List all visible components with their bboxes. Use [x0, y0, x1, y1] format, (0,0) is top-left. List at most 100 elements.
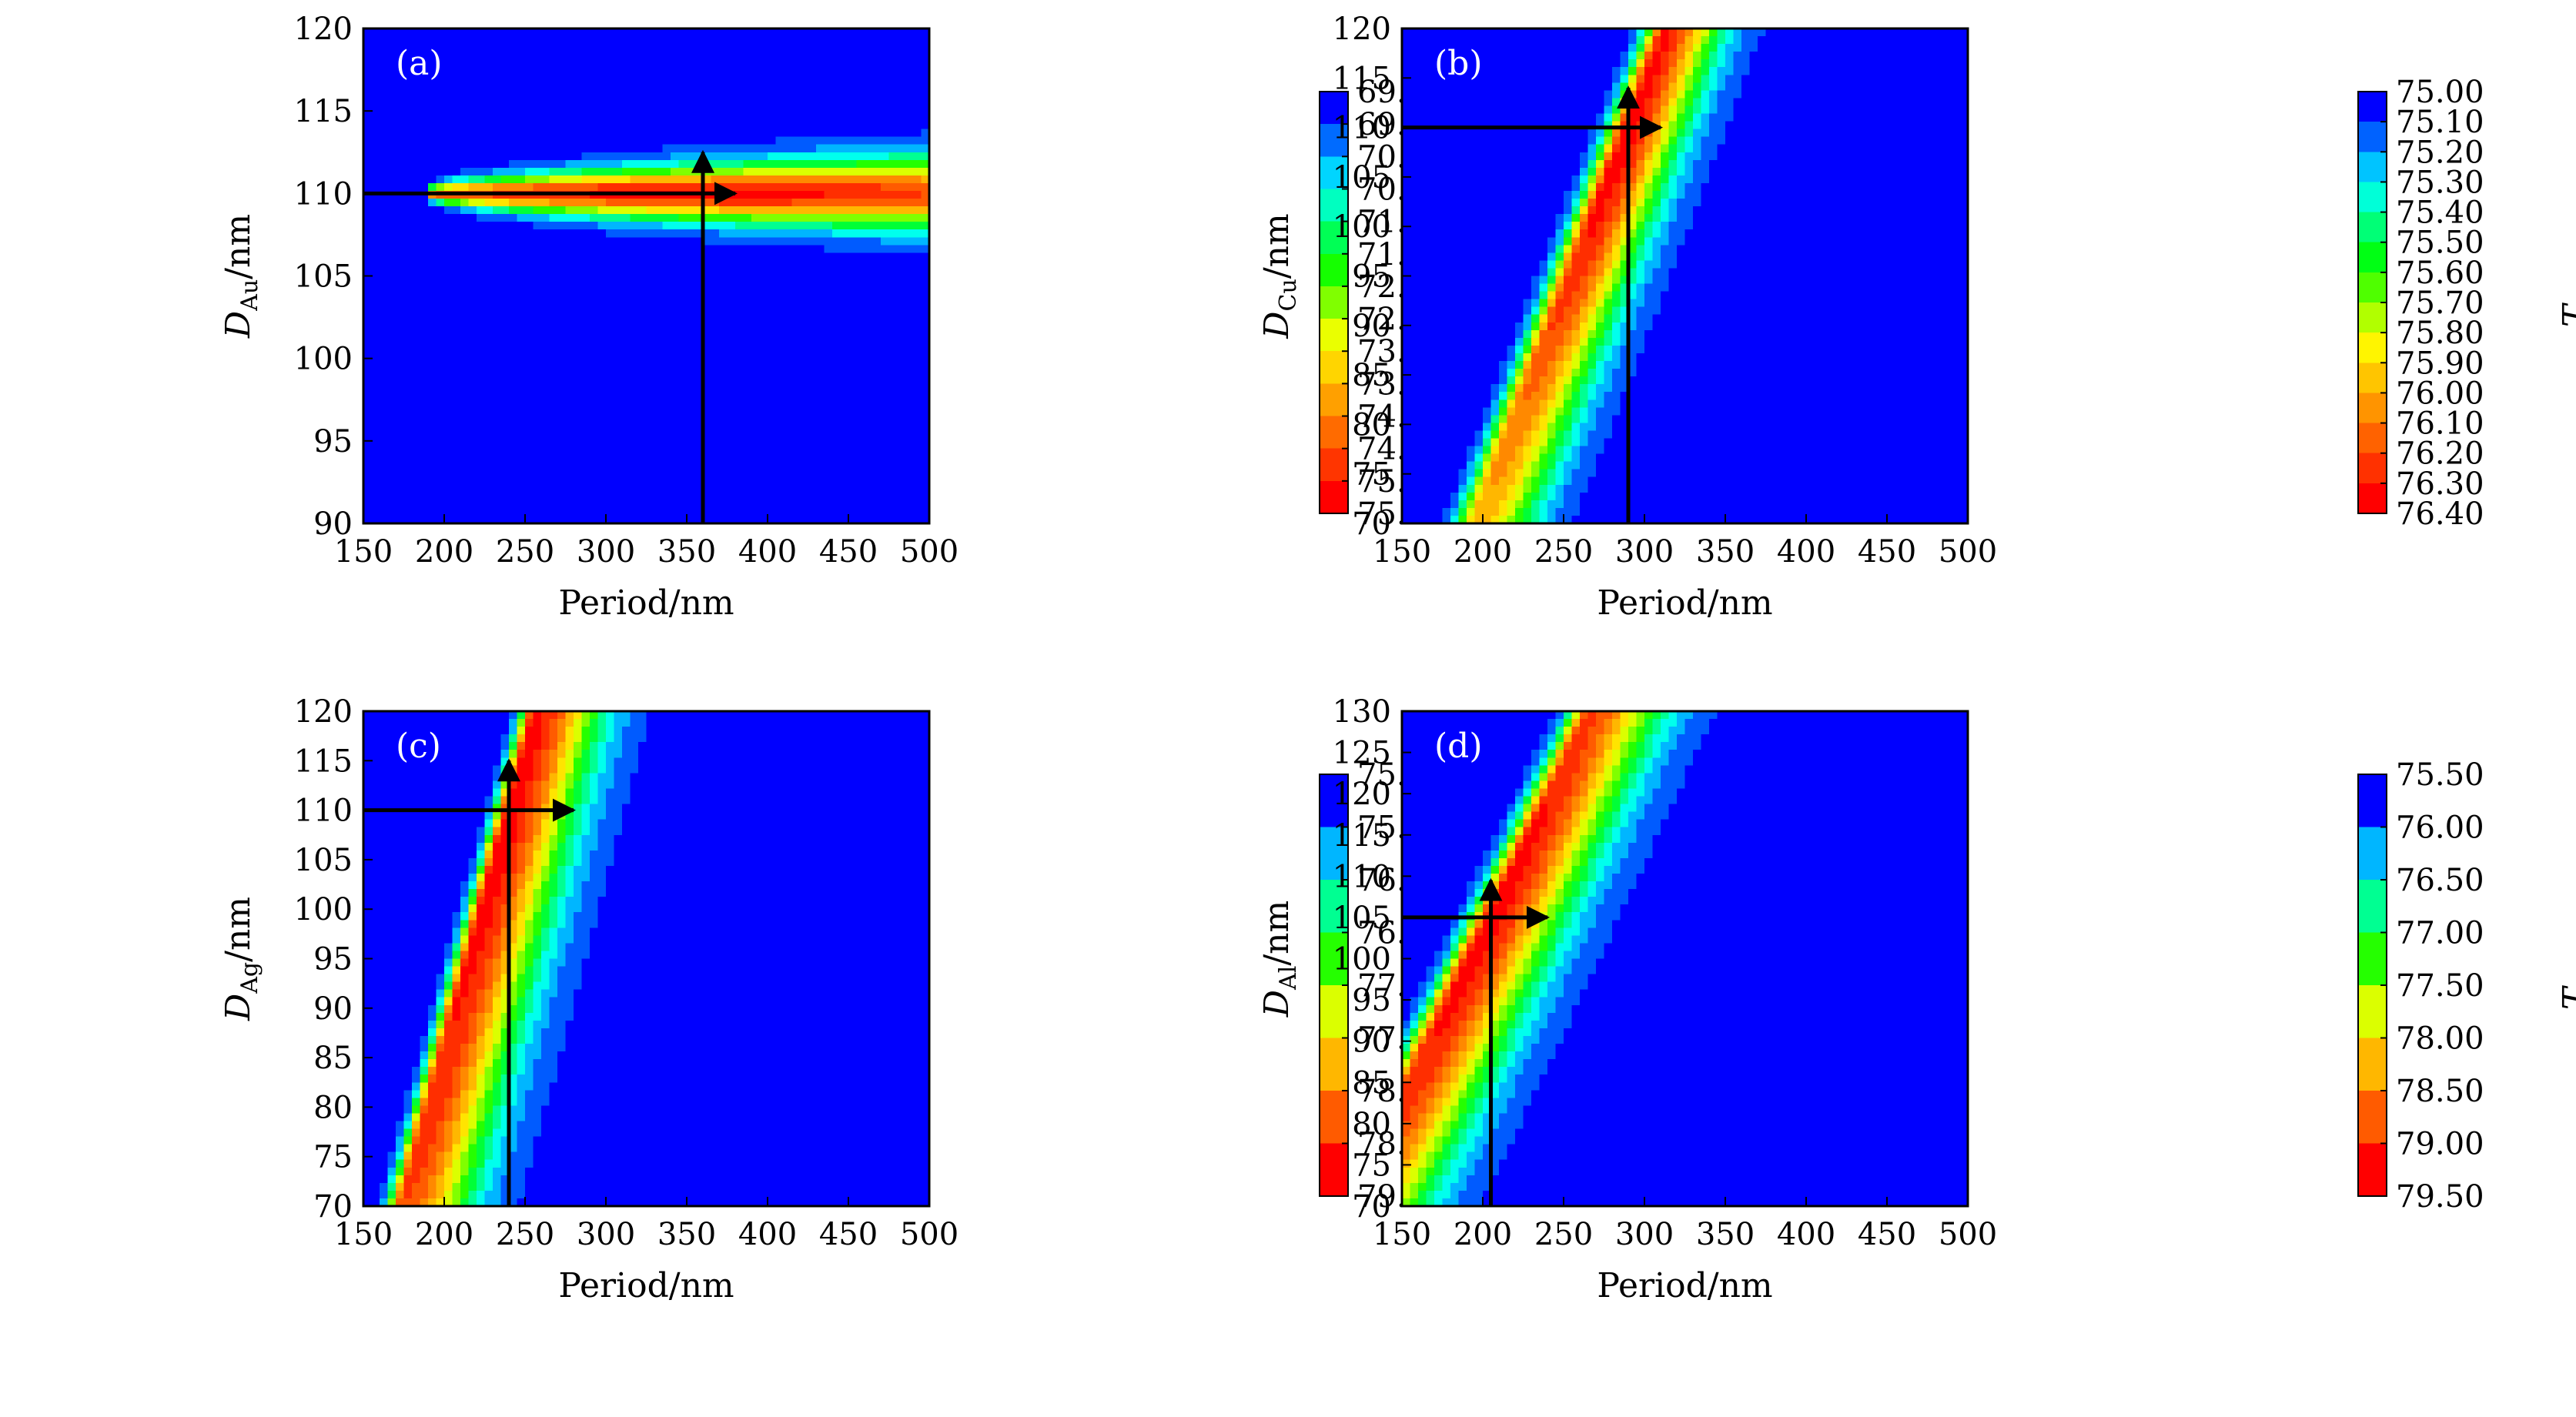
heatmap-cell	[727, 515, 736, 524]
heatmap-cell	[791, 283, 801, 292]
heatmap-cell	[694, 484, 704, 493]
heatmap-cell	[775, 299, 785, 308]
heatmap-cell	[719, 446, 728, 455]
heatmap-cell	[694, 283, 704, 292]
heatmap-cell	[403, 113, 413, 122]
heatmap-cell	[808, 384, 817, 393]
heatmap-cell	[420, 36, 429, 45]
heatmap-cell	[840, 353, 849, 362]
heatmap-cell	[549, 252, 558, 262]
heatmap-cell	[371, 252, 380, 262]
heatmap-cell	[856, 159, 865, 169]
heatmap-cell	[500, 430, 510, 439]
heatmap-cell	[452, 291, 461, 300]
heatmap-cell	[719, 345, 728, 354]
heatmap-cell	[509, 492, 518, 501]
heatmap-cell	[897, 36, 906, 45]
heatmap-cell	[396, 52, 405, 60]
heatmap-cell	[428, 353, 437, 362]
heatmap-cell	[1426, 175, 1435, 184]
heatmap-cell	[791, 337, 801, 346]
heatmap-cell	[509, 415, 518, 423]
heatmap-cell	[865, 306, 874, 316]
heatmap-cell	[1426, 206, 1435, 215]
heatmap-cell	[590, 291, 599, 300]
heatmap-cell	[557, 476, 567, 486]
heatmap-cell	[597, 329, 607, 339]
heatmap-cell	[775, 67, 785, 75]
heatmap-cell	[420, 175, 429, 184]
heatmap-cell	[380, 314, 389, 323]
heatmap-cell	[711, 384, 720, 393]
heatmap-cell	[775, 229, 785, 238]
heatmap-cell	[387, 337, 396, 346]
heatmap-cell	[654, 182, 664, 192]
heatmap-cell	[743, 90, 752, 99]
heatmap-cell	[533, 136, 542, 145]
heatmap-cell	[1426, 407, 1435, 416]
heatmap-cell	[872, 252, 882, 262]
heatmap-cell	[1418, 268, 1427, 277]
heatmap-cell	[824, 136, 833, 145]
heatmap-cell	[1442, 515, 1451, 524]
heatmap-cell	[500, 214, 510, 222]
heatmap-cell	[888, 484, 898, 493]
heatmap-cell	[525, 268, 534, 277]
heatmap-cell	[711, 67, 720, 75]
heatmap-cell	[888, 52, 898, 60]
heatmap-cell	[856, 28, 865, 37]
heatmap-cell	[590, 245, 599, 253]
heatmap-cell	[808, 52, 817, 60]
heatmap-cell	[403, 415, 413, 423]
heatmap-cell	[913, 229, 922, 238]
heatmap-cell	[646, 214, 655, 222]
heatmap-cell	[509, 113, 518, 122]
heatmap-cell	[477, 384, 486, 393]
heatmap-cell	[727, 415, 736, 423]
heatmap-cell	[557, 283, 567, 292]
heatmap-cell	[687, 129, 696, 138]
heatmap-cell	[590, 484, 599, 493]
heatmap-cell	[517, 152, 526, 161]
heatmap-cell	[396, 129, 405, 138]
heatmap-cell	[493, 159, 502, 169]
heatmap-cell	[1434, 415, 1444, 423]
heatmap-cell	[622, 237, 631, 246]
heatmap-cell	[678, 453, 687, 463]
heatmap-cell	[380, 159, 389, 169]
heatmap-cell	[387, 399, 396, 408]
heatmap-cell	[872, 430, 882, 439]
heatmap-cell	[581, 299, 590, 308]
heatmap-cell	[872, 361, 882, 369]
heatmap-cell	[654, 136, 664, 145]
heatmap-cell	[412, 461, 421, 470]
heatmap-cell	[800, 476, 809, 486]
heatmap-cell	[549, 28, 558, 37]
heatmap-cell	[1442, 199, 1451, 207]
heatmap-cell	[574, 98, 583, 107]
heatmap-cell	[646, 492, 655, 501]
heatmap-cell	[403, 469, 413, 478]
heatmap-cell	[832, 283, 841, 292]
heatmap-cell	[590, 329, 599, 339]
heatmap-cell	[452, 159, 461, 169]
heatmap-cell	[380, 329, 389, 339]
heatmap-cell	[1410, 415, 1419, 423]
heatmap-cell	[808, 337, 817, 346]
heatmap-cell	[865, 167, 874, 176]
heatmap-cell	[865, 369, 874, 377]
heatmap-cell	[452, 337, 461, 346]
heatmap-cell	[412, 329, 421, 339]
heatmap-cell	[590, 314, 599, 323]
heatmap-cell	[549, 75, 558, 83]
heatmap-cell	[565, 44, 574, 52]
heatmap-cell	[380, 52, 389, 60]
heatmap-cell	[735, 222, 744, 230]
heatmap-cell	[711, 129, 720, 138]
heatmap-cell	[557, 407, 567, 416]
heatmap-cell	[444, 369, 453, 377]
heatmap-cell	[654, 337, 664, 346]
heatmap-cell	[428, 314, 437, 323]
heatmap-cell	[687, 59, 696, 68]
heatmap-cell	[436, 446, 445, 455]
